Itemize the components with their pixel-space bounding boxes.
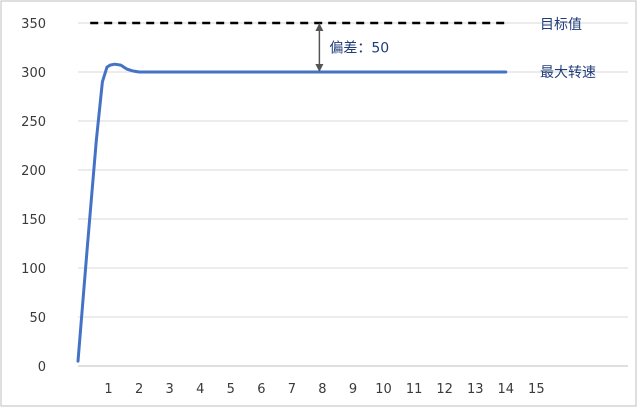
x-tick-label: 6 bbox=[257, 382, 265, 397]
series-layer bbox=[76, 21, 508, 363]
y-tick-label: 100 bbox=[21, 262, 46, 277]
x-tick-label: 8 bbox=[318, 382, 326, 397]
x-tick-label: 5 bbox=[227, 382, 235, 397]
target-line-label: 目标值 bbox=[540, 17, 582, 33]
y-tick-label: 200 bbox=[21, 164, 46, 179]
y-tick-label: 0 bbox=[38, 360, 46, 375]
x-tick-label: 9 bbox=[349, 382, 357, 397]
x-tick-label: 2 bbox=[135, 382, 143, 397]
x-tick-label: 10 bbox=[375, 382, 392, 397]
y-axis-ticks: 0 50 100 150 200 250 300 350 bbox=[21, 17, 46, 375]
x-axis-ticks: 1 2 3 4 5 6 7 8 9 10 11 12 13 14 15 bbox=[104, 382, 544, 397]
x-tick-label: 12 bbox=[436, 382, 453, 397]
x-tick-label: 1 bbox=[104, 382, 112, 397]
x-tick-label: 15 bbox=[528, 382, 545, 397]
y-tick-label: 50 bbox=[29, 311, 46, 326]
deviation-label: 偏差：50 bbox=[329, 41, 389, 57]
y-tick-label: 150 bbox=[21, 213, 46, 228]
series-max-speed-line bbox=[76, 62, 508, 363]
y-tick-label: 350 bbox=[21, 17, 46, 32]
x-tick-label: 13 bbox=[467, 382, 484, 397]
max-speed-line-label: 最大转速 bbox=[540, 65, 596, 81]
y-tick-label: 250 bbox=[21, 115, 46, 130]
x-tick-label: 3 bbox=[166, 382, 174, 397]
x-tick-label: 7 bbox=[288, 382, 296, 397]
x-tick-label: 4 bbox=[196, 382, 204, 397]
x-tick-label: 11 bbox=[406, 382, 423, 397]
x-tick-label: 14 bbox=[498, 382, 515, 397]
y-tick-label: 300 bbox=[21, 66, 46, 81]
